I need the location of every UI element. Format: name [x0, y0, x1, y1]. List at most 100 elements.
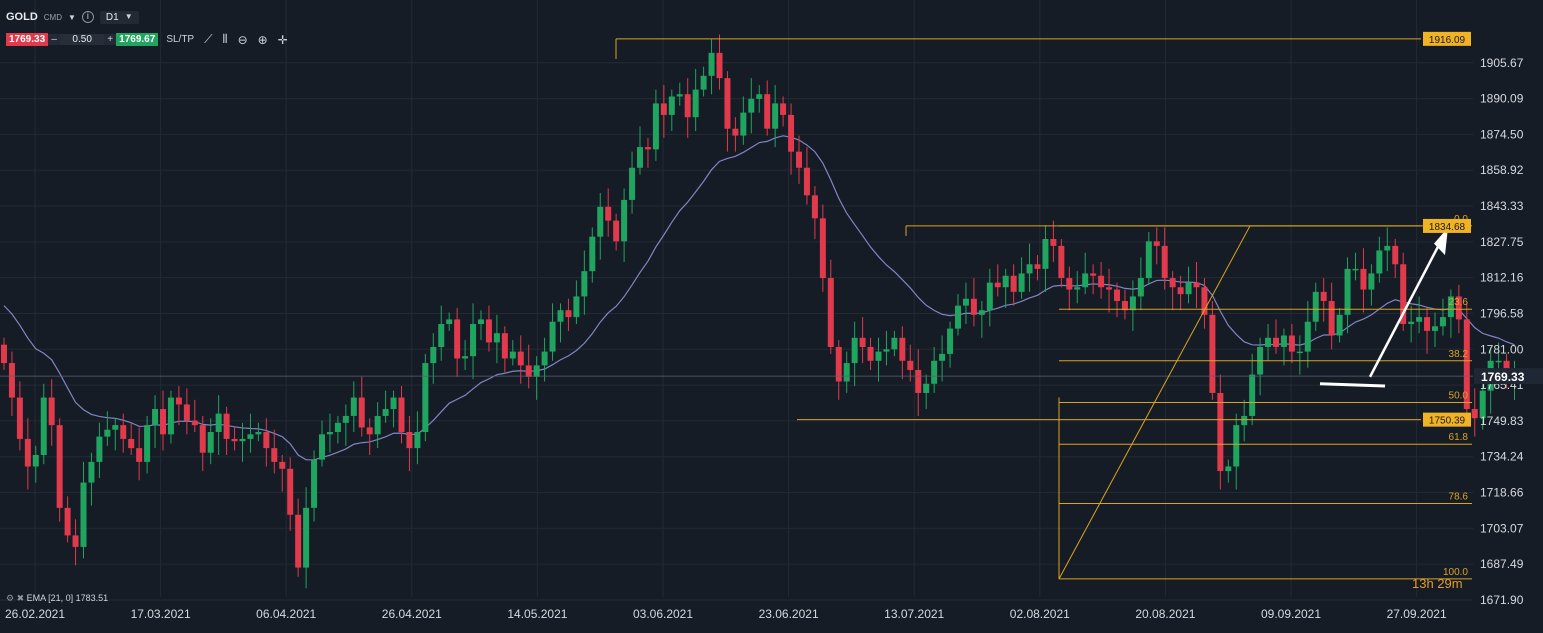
candle-body — [899, 337, 906, 361]
candle-body — [1241, 415, 1248, 426]
candle-body — [1384, 245, 1391, 251]
chevron-down-icon[interactable]: ▼ — [68, 12, 76, 22]
candle-body — [1153, 241, 1160, 246]
candle-body — [1018, 273, 1025, 292]
candle-body — [199, 425, 206, 453]
candle-body — [1368, 273, 1375, 290]
candle-body — [263, 432, 270, 449]
annotation-arrow — [1368, 238, 1444, 378]
candle-body — [780, 103, 787, 115]
candles-icon[interactable]: ⫴ — [222, 32, 228, 46]
candle-body — [811, 195, 818, 219]
candle-body — [1352, 268, 1359, 271]
candle-body — [1185, 282, 1192, 295]
annotation-line — [1319, 382, 1386, 388]
candle-body — [637, 147, 643, 168]
ema-legend[interactable]: ⚙ ✖ EMA [21, 0] 1783.51 — [6, 593, 108, 604]
arrow-head-icon — [1434, 227, 1448, 256]
candle-body — [358, 397, 365, 428]
timeframe-select[interactable]: D1 ▼ — [99, 10, 139, 24]
candle-body — [88, 461, 95, 483]
candle-body — [80, 482, 87, 547]
candle-body — [1336, 314, 1343, 336]
zoom-in-icon[interactable]: ⊕ — [257, 32, 268, 47]
zoom-out-icon[interactable]: ⊖ — [237, 32, 248, 47]
crosshair-icon[interactable]: ✛ — [277, 32, 288, 47]
price-tag — [1423, 218, 1471, 233]
candle-body — [382, 409, 389, 416]
candle-body — [915, 369, 922, 393]
candle-body — [629, 167, 636, 200]
candle-body — [1129, 296, 1136, 311]
y-tick-label: 1812.16 — [1480, 271, 1524, 285]
candle-body — [1121, 301, 1128, 311]
x-tick-label: 27.09.2021 — [1387, 607, 1447, 621]
candle-body — [1288, 335, 1295, 352]
y-tick-label: 1718.66 — [1480, 486, 1524, 500]
chart-toolbar: GOLD CMD ▼ i D1 ▼ 1769.33 – 0.50 + 1769.… — [6, 8, 288, 52]
price-tag-label: 1750.39 — [1429, 416, 1466, 427]
fib-level-label: 38.2 — [1449, 349, 1469, 360]
candle-body — [859, 337, 866, 347]
candle-body — [1265, 337, 1272, 347]
chart-type-label[interactable]: CMD — [43, 12, 62, 22]
candle-body — [501, 333, 508, 359]
candle-body — [621, 199, 628, 242]
candle-body — [1416, 317, 1423, 322]
sl-tp-button[interactable]: SL/TP — [166, 34, 195, 45]
candle-body — [509, 351, 516, 359]
candle-body — [16, 397, 23, 439]
candle-body — [72, 535, 79, 547]
candle-body — [644, 147, 651, 150]
ema-settings-icon[interactable]: ⚙ ✖ — [6, 593, 27, 603]
candle-body — [986, 282, 993, 311]
candle-body — [843, 363, 850, 382]
candle-body — [183, 404, 190, 421]
candle-body — [1114, 289, 1120, 302]
candle-body — [446, 319, 453, 325]
candle-body — [827, 278, 834, 347]
candle-body — [756, 94, 763, 99]
candle-body — [557, 310, 564, 322]
candle-body — [788, 114, 795, 152]
candle-body — [851, 337, 858, 364]
candle-body — [1098, 275, 1105, 288]
candle-body — [279, 461, 286, 469]
candle-body — [1074, 287, 1081, 290]
candle-body — [48, 397, 55, 426]
sell-price-button[interactable]: 1769.33 — [6, 33, 49, 46]
fib-level-label: 78.6 — [1449, 491, 1469, 502]
x-tick-label: 23.06.2021 — [759, 607, 819, 621]
candle-body — [796, 151, 802, 168]
candle-body — [478, 319, 484, 325]
lot-increase-button[interactable]: + — [104, 34, 117, 45]
candle-body — [970, 298, 977, 315]
candle-body — [152, 409, 159, 426]
x-tick-label: 02.08.2021 — [1010, 607, 1070, 621]
x-tick-label: 26.04.2021 — [382, 607, 442, 621]
y-tick-label: 1687.49 — [1480, 557, 1524, 571]
candle-body — [748, 98, 755, 113]
candle-body — [414, 432, 421, 449]
lot-size-input[interactable]: 0.50 — [60, 34, 105, 45]
candle-body — [398, 397, 405, 433]
lot-decrease-button[interactable]: – — [48, 34, 61, 45]
candle-body — [867, 346, 874, 361]
candle-body — [1360, 268, 1367, 290]
buy-price-button[interactable]: 1769.67 — [116, 33, 159, 46]
info-icon[interactable]: i — [81, 11, 94, 23]
candle-body — [994, 282, 1001, 288]
y-tick-label: 1827.75 — [1480, 235, 1524, 249]
fib-level-label: 23.6 — [1449, 297, 1469, 308]
candle-body — [1273, 337, 1279, 347]
candle-body — [112, 425, 119, 430]
candle-body — [120, 425, 127, 439]
candle-body — [835, 346, 842, 382]
candle-body — [1495, 360, 1502, 363]
candle-body — [962, 298, 969, 306]
symbol-label[interactable]: GOLD — [6, 11, 38, 23]
line-chart-icon[interactable]: ⟋ — [204, 32, 213, 46]
x-tick-label: 14.05.2021 — [507, 607, 567, 621]
candle-body — [732, 128, 739, 136]
